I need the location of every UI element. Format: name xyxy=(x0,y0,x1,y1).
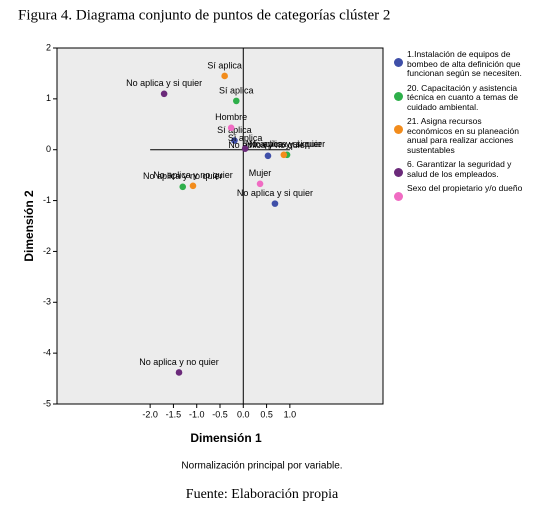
legend-marker xyxy=(394,91,403,101)
legend-marker xyxy=(394,168,403,177)
point xyxy=(280,151,288,159)
chart-title: Figura 4. Diagrama conjunto de puntos de… xyxy=(18,7,390,23)
legend-marker xyxy=(394,192,403,201)
note: Normalización principal por variable. xyxy=(181,461,342,472)
y-tick-label: -2 xyxy=(43,246,51,256)
y-tick-label: 1 xyxy=(46,93,51,103)
point xyxy=(227,124,235,132)
point xyxy=(271,200,279,207)
x-tick-label: 0.5 xyxy=(260,409,273,419)
point xyxy=(231,137,238,144)
point-label: No aplica y no quier xyxy=(228,140,308,150)
legend-label: 1.Instalación de equipos de bombeo de al… xyxy=(407,49,522,78)
x-tick-label: -2.0 xyxy=(142,409,158,419)
legend-marker xyxy=(394,125,403,134)
legend-item: 20. Capacitación y asistencia técnica en… xyxy=(394,82,526,113)
legend-label: 20. Capacitación y asistencia técnica en… xyxy=(407,82,519,112)
point-label: No aplica y si quier xyxy=(246,139,322,149)
legend: 1.Instalación de equipos de bombeo de al… xyxy=(394,49,526,206)
x-axis-title: Dimensión 1 xyxy=(190,431,262,445)
x-tick-label: -1.0 xyxy=(189,409,205,419)
point-label: Sí aplica xyxy=(207,60,242,70)
y-axis-title: Dimensión 2 xyxy=(22,190,36,262)
legend-label: Sexo del propietario y/o dueño xyxy=(407,183,523,193)
legend-label: 6. Garantizar la seguridad y salud de lo… xyxy=(407,159,512,179)
legend-item: 6. Garantizar la seguridad y salud de lo… xyxy=(394,159,526,179)
point xyxy=(189,182,197,190)
y-tick-label: 0 xyxy=(46,144,51,154)
x-tick-label: 1.0 xyxy=(284,409,297,419)
point-label: Hombre xyxy=(215,112,247,122)
x-tick-label: -0.5 xyxy=(212,409,228,419)
point-label: Sí aplica xyxy=(219,85,254,95)
point-label: No aplica y no quier xyxy=(139,357,219,367)
point-label: Mujer xyxy=(249,168,272,178)
point xyxy=(233,97,240,105)
legend-marker xyxy=(394,58,403,67)
point xyxy=(160,90,168,98)
y-tick-label: -3 xyxy=(43,297,51,307)
point-label: Sí aplica xyxy=(228,133,263,143)
x-tick-label: 0.0 xyxy=(237,409,250,419)
point xyxy=(221,72,228,80)
point xyxy=(175,369,183,376)
y-tick-label: 2 xyxy=(46,42,51,52)
y-tick-label: -5 xyxy=(43,398,51,408)
y-tick-label: -1 xyxy=(43,195,51,205)
legend-label: 21. Asigna recursos económicos en su pla… xyxy=(407,116,519,155)
legend-item: 21. Asigna recursos económicos en su pla… xyxy=(394,116,526,155)
point xyxy=(264,152,272,160)
y-tick-label: -4 xyxy=(43,348,51,358)
point-label: No aplica y si quier xyxy=(126,78,202,88)
point xyxy=(241,145,249,152)
point-label: No aplica y si quier xyxy=(249,139,325,149)
point-label: No aplica y no quier xyxy=(153,170,233,180)
source: Fuente: Elaboración propia xyxy=(186,487,339,502)
point-label: No aplica y si quier xyxy=(237,188,313,198)
legend-item: 1.Instalación de equipos de bombeo de al… xyxy=(394,49,526,79)
x-tick-label: -1.5 xyxy=(166,409,182,419)
point-label: Sí aplica xyxy=(217,125,252,135)
point xyxy=(256,180,264,188)
plot-area xyxy=(56,47,384,405)
point-label: No aplica y no quier xyxy=(143,171,223,181)
legend-item: Sexo del propietario y/o dueño xyxy=(394,183,526,201)
point xyxy=(179,183,187,191)
